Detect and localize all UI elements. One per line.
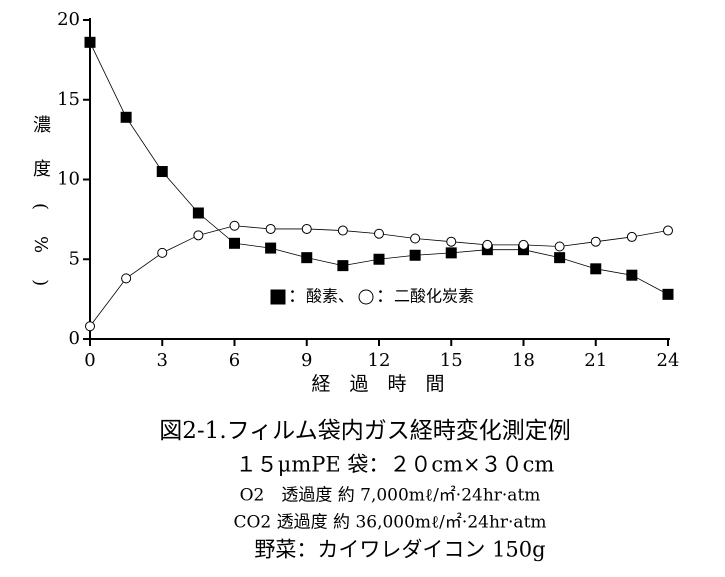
legend-joiner: 、 xyxy=(338,287,354,306)
x-tick-label: 15 xyxy=(440,350,463,371)
data-point xyxy=(374,228,384,239)
y-tick-label: 10 xyxy=(57,169,80,190)
data-point xyxy=(590,236,601,247)
data-point xyxy=(482,239,493,250)
legend-marker xyxy=(270,289,286,305)
caption: 図2-1.フィルム袋内ガス経時変化測定例 xyxy=(159,418,570,444)
y-tick-label: 15 xyxy=(57,89,80,110)
data-point xyxy=(301,223,312,234)
note: 野菜：カイワレダイコン 150g xyxy=(254,538,545,562)
x-tick-label: 9 xyxy=(301,350,312,371)
y-axis-label: 濃度(%) xyxy=(30,115,51,312)
x-tick-label: 12 xyxy=(368,350,391,371)
note: CO2 透過度 約 36,000mℓ/㎡·24hr·atm xyxy=(233,513,546,533)
data-point xyxy=(156,166,168,178)
data-point xyxy=(84,36,96,48)
legend-separator: ： xyxy=(376,286,394,307)
legend-separator: ： xyxy=(288,286,306,307)
data-point xyxy=(373,253,385,265)
data-point xyxy=(85,321,95,332)
series-line xyxy=(89,225,669,327)
data-point xyxy=(337,260,349,272)
data-point xyxy=(265,223,276,234)
x-tick-label: 3 xyxy=(157,350,168,371)
data-point xyxy=(121,273,132,284)
x-tick-label: 0 xyxy=(84,350,95,371)
data-point xyxy=(446,236,457,247)
x-tick-label: 6 xyxy=(229,350,240,371)
data-point xyxy=(590,263,602,275)
data-point xyxy=(663,225,673,236)
data-point xyxy=(445,247,457,259)
data-point xyxy=(626,231,637,242)
y-tick-label: 0 xyxy=(69,328,80,349)
legend-label: 酸素 xyxy=(306,287,338,306)
data-point xyxy=(229,237,240,249)
data-point xyxy=(301,252,313,264)
data-point xyxy=(518,239,529,250)
note: １５μmPE 袋：２０cm×３０cm xyxy=(236,453,555,477)
x-tick-label: 21 xyxy=(584,350,607,371)
data-point xyxy=(265,242,277,254)
data-point xyxy=(554,252,566,264)
data-point xyxy=(120,111,132,123)
data-point xyxy=(626,269,638,281)
data-point xyxy=(157,247,168,258)
data-point xyxy=(409,249,421,261)
data-point xyxy=(193,230,204,241)
y-tick-label: 5 xyxy=(69,248,80,269)
y-tick-label: 20 xyxy=(57,9,80,30)
legend-label: 二酸化炭素 xyxy=(394,287,474,306)
data-point xyxy=(410,233,421,244)
data-point xyxy=(337,225,348,236)
data-point xyxy=(229,220,240,231)
x-tick-label: 18 xyxy=(512,350,535,371)
note: O2 透過度 約 7,000mℓ/㎡·24hr·atm xyxy=(240,486,541,506)
legend-marker xyxy=(358,289,374,305)
data-point xyxy=(662,288,674,300)
x-tick-label: 24 xyxy=(657,350,680,371)
data-point xyxy=(192,207,204,219)
data-point xyxy=(554,241,565,252)
x-axis-label: 経 過 時 間 xyxy=(311,373,444,395)
